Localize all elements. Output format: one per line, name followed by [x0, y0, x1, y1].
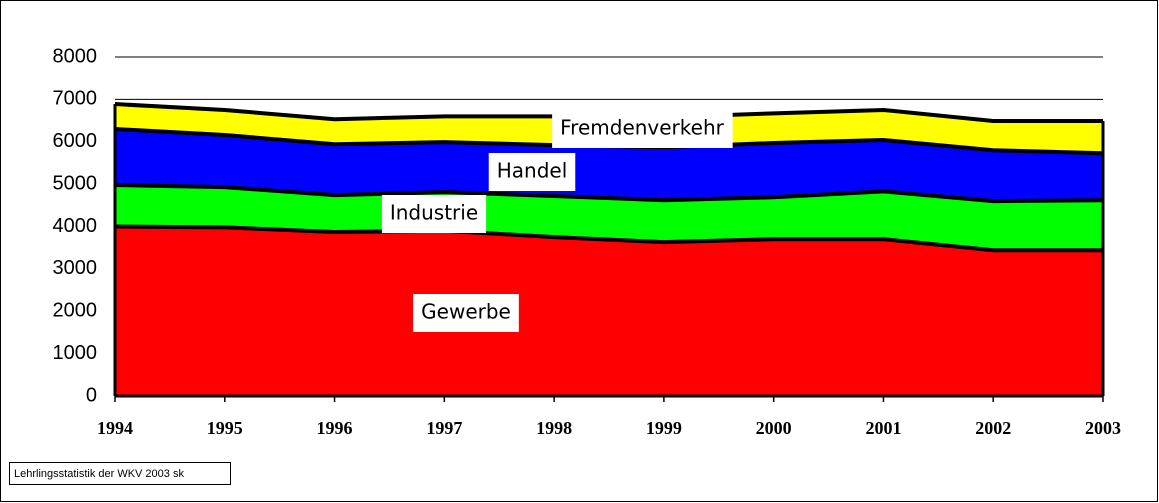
label-bg: [488, 153, 576, 191]
series-label: Industrie: [381, 195, 487, 233]
y-tick-label: 4000: [53, 215, 98, 237]
source-box: [9, 462, 231, 485]
series-name: Industrie: [390, 201, 478, 225]
series-label: Handel: [488, 153, 576, 191]
y-tick-label: 0: [86, 384, 97, 406]
source: Lehrlingsstatistik der WKV 2003 sk: [14, 468, 184, 480]
series-name: Fremdenverkehr: [560, 116, 725, 140]
label-bg: [381, 195, 487, 233]
x-tick-label: 1994: [97, 418, 133, 438]
x-tick-label: 2000: [756, 418, 792, 438]
x-tick-label: 1999: [646, 418, 682, 438]
y-tick-label: 8000: [53, 45, 98, 67]
y-tick-label: 6000: [53, 130, 98, 152]
x-tick-label: 2002: [975, 418, 1011, 438]
x-tick-label: 2001: [865, 418, 901, 438]
x-tick-label: 2003: [1085, 418, 1121, 438]
y-tick-label: 7000: [53, 88, 98, 110]
label-bg: [552, 110, 733, 148]
series-name: Gewerbe: [421, 300, 511, 324]
series-name: Handel: [497, 159, 568, 183]
y-tick-label: 1000: [53, 342, 98, 364]
series-label: Fremdenverkehr: [552, 110, 733, 148]
area: [115, 184, 1103, 251]
area-edge: [114, 182, 1104, 204]
area-edge: [114, 224, 1103, 253]
area: [115, 129, 1103, 202]
x-tick-label: 1996: [317, 418, 353, 438]
series-label: Gewerbe: [413, 294, 519, 332]
x-tick-label: 1997: [426, 418, 462, 438]
y-tick-label: 2000: [53, 300, 98, 322]
x-tick-label: 1998: [536, 418, 572, 438]
area: [115, 226, 1103, 396]
y-tick-label: 5000: [53, 172, 98, 194]
y-tick-label: 3000: [53, 257, 98, 279]
x-tick-label: 1995: [207, 418, 243, 438]
label-bg: [413, 294, 519, 332]
